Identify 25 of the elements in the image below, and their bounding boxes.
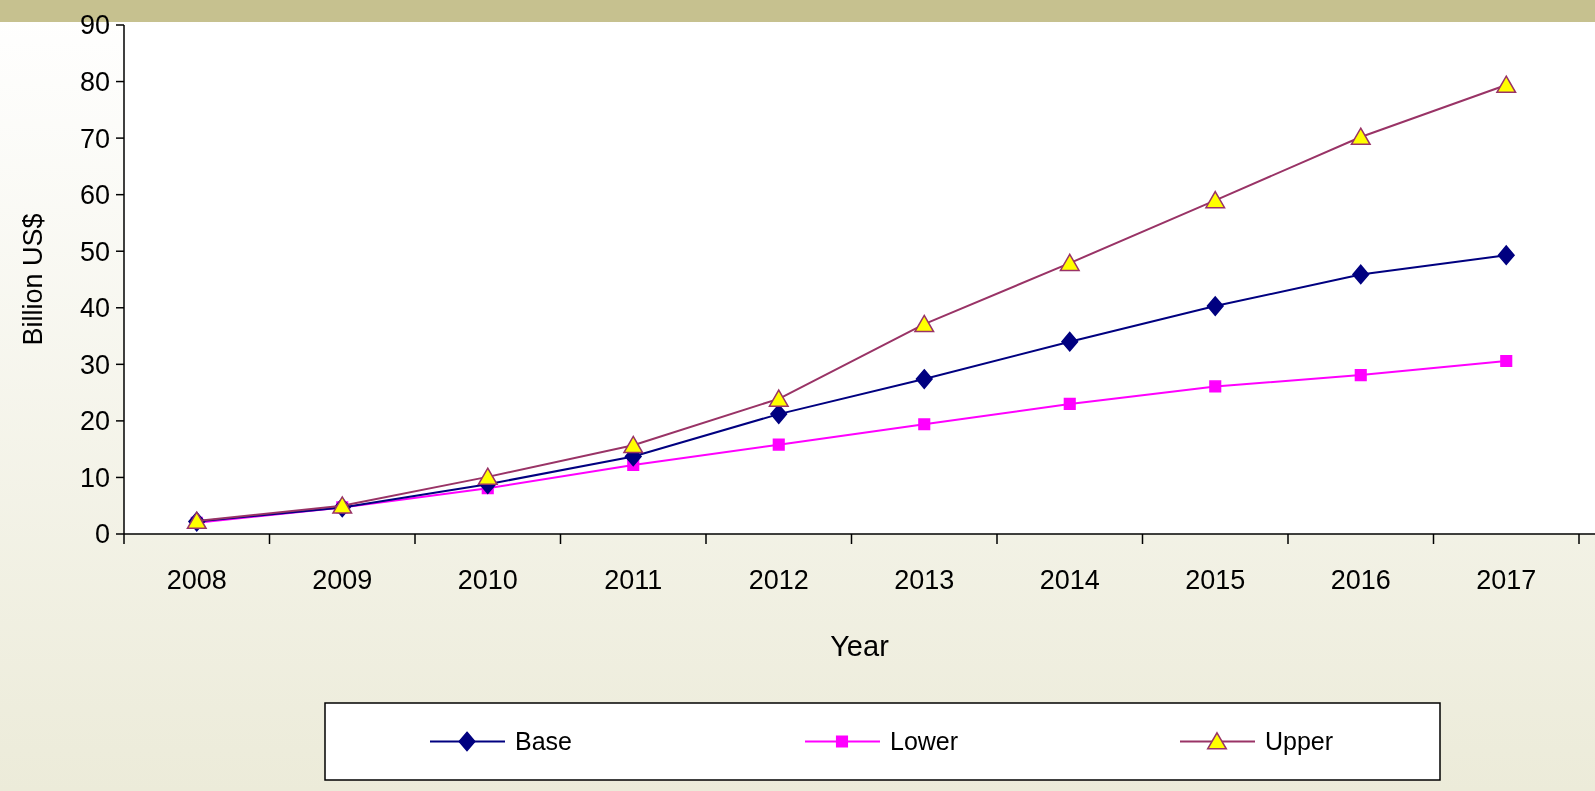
legend-label: Base [515,727,572,756]
legend-label: Upper [1265,727,1334,756]
y-tick-label: 70 [79,123,110,154]
x-tick-label: 2017 [1476,565,1537,595]
legend-label: Lower [890,727,959,756]
x-tick-label: 2008 [166,565,227,595]
x-tick-label: 2014 [1039,565,1100,595]
x-tick-label: 2011 [604,565,663,595]
x-tick-label: 2012 [748,565,809,595]
y-tick-label: 0 [94,519,110,550]
x-tick-label: 2013 [894,565,955,595]
y-tick-label: 80 [79,67,110,98]
x-tick-label: 2015 [1185,565,1246,595]
x-tick-label: 2009 [312,565,373,595]
y-axis-title: Billion US$ [18,213,48,346]
y-tick-label: 10 [79,462,110,493]
y-tick-label: 40 [79,293,110,324]
y-tick-label: 20 [79,406,110,437]
y-tick-label: 90 [79,10,110,41]
y-tick-label: 50 [79,236,110,267]
y-tick-label: 60 [79,180,110,211]
x-tick-label: 2016 [1330,565,1391,595]
x-axis-title: Year [830,630,890,662]
x-tick-label: 2010 [457,565,518,595]
y-tick-label: 30 [79,349,110,380]
